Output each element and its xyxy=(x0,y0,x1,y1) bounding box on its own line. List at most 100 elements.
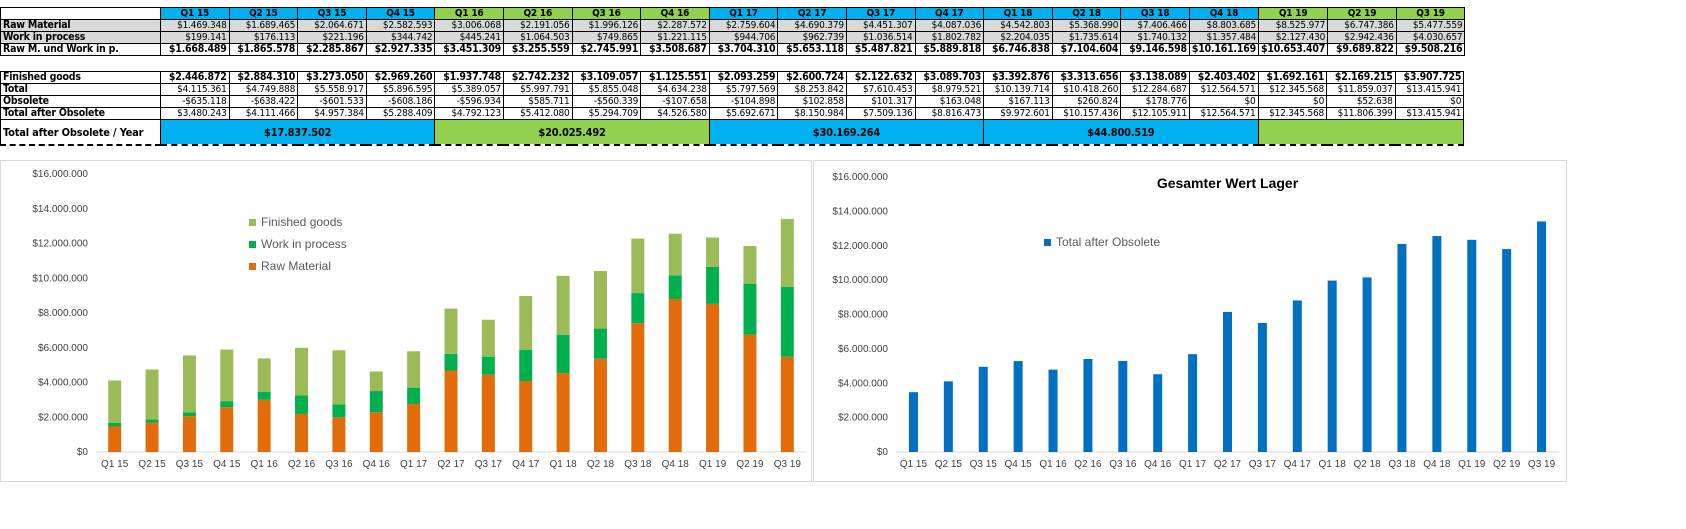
value-cell[interactable]: $176.113 xyxy=(228,31,299,44)
value-cell[interactable]: $6.747.386 xyxy=(1327,19,1397,32)
value-cell[interactable]: $1.740.132 xyxy=(1120,31,1190,44)
value-cell[interactable]: $5.288.409 xyxy=(365,107,436,120)
value-cell[interactable]: $3.089.703 xyxy=(914,71,985,84)
value-cell[interactable]: $163.048 xyxy=(914,95,985,108)
value-cell[interactable]: $9.146.598 xyxy=(1120,43,1190,56)
value-cell[interactable]: $1.357.484 xyxy=(1188,31,1260,44)
value-cell[interactable]: $12.345.568 xyxy=(1257,107,1328,120)
value-cell[interactable]: $1.668.489 xyxy=(160,43,230,56)
value-cell[interactable]: $4.030.657 xyxy=(1395,31,1466,44)
value-cell[interactable]: $4.115.361 xyxy=(160,83,230,96)
value-cell[interactable]: $9.972.601 xyxy=(983,107,1053,120)
value-cell[interactable]: $9.689.822 xyxy=(1327,43,1397,56)
value-cell[interactable]: $260.824 xyxy=(1051,95,1122,108)
value-cell[interactable]: $8.816.473 xyxy=(914,107,985,120)
value-cell[interactable]: $13.415.941 xyxy=(1394,107,1465,120)
value-cell[interactable]: $3.392.876 xyxy=(983,71,1053,84)
value-cell[interactable]: $5.889.818 xyxy=(914,43,985,56)
value-cell[interactable]: $13.415.941 xyxy=(1394,83,1465,96)
row-label[interactable]: Raw Material xyxy=(0,19,161,32)
row-label[interactable]: Work in process xyxy=(0,31,161,44)
value-cell[interactable]: $10.161.169 xyxy=(1188,43,1260,56)
total-chart-panel[interactable]: $0 $2.000.000 $4.000.000 $6.000.000 $8.000.0… xyxy=(813,160,1567,482)
value-cell[interactable]: $1.692.161 xyxy=(1257,71,1328,84)
row-label[interactable]: Obsolete xyxy=(0,95,161,108)
quarter-header[interactable]: Q1 17 xyxy=(708,7,779,20)
value-cell[interactable]: $10.139.714 xyxy=(983,83,1053,96)
value-cell[interactable]: $749.865 xyxy=(571,31,642,44)
value-cell[interactable]: $12.284.687 xyxy=(1120,83,1190,96)
quarter-header[interactable]: Q3 15 xyxy=(297,7,367,20)
quarter-header[interactable]: Q1 16 xyxy=(434,7,504,20)
year-total-cell[interactable]: $44.800.519 xyxy=(983,119,1259,146)
value-cell[interactable]: $4.087.036 xyxy=(914,19,985,32)
value-cell[interactable]: $3.255.559 xyxy=(502,43,573,56)
quarter-header[interactable]: Q2 15 xyxy=(228,7,299,20)
value-cell[interactable]: $4.526.580 xyxy=(640,107,710,120)
quarter-header[interactable]: Q2 19 xyxy=(1327,7,1397,20)
year-total-cell[interactable] xyxy=(1257,119,1465,146)
value-cell[interactable]: $1.689.465 xyxy=(228,19,299,32)
value-cell[interactable]: $9.508.216 xyxy=(1395,43,1466,56)
quarter-header[interactable]: Q1 19 xyxy=(1258,7,1329,20)
value-cell[interactable]: $8.803.685 xyxy=(1188,19,1260,32)
value-cell[interactable]: $1.469.348 xyxy=(160,19,230,32)
value-cell[interactable]: -$601.533 xyxy=(297,95,367,108)
value-cell[interactable]: $4.957.384 xyxy=(297,107,367,120)
value-cell[interactable]: $944.706 xyxy=(708,31,779,44)
value-cell[interactable]: $4.451.307 xyxy=(845,19,916,32)
value-cell[interactable]: $199.141 xyxy=(160,31,230,44)
value-cell[interactable]: $445.241 xyxy=(434,31,504,44)
value-cell[interactable]: $1.937.748 xyxy=(434,71,504,84)
value-cell[interactable]: $4.542.803 xyxy=(983,19,1053,32)
value-cell[interactable]: $2.745.991 xyxy=(571,43,642,56)
value-cell[interactable]: $11.806.399 xyxy=(1326,107,1396,120)
value-cell[interactable]: $5.896.595 xyxy=(365,83,436,96)
value-cell[interactable]: -$638.422 xyxy=(228,95,299,108)
value-cell[interactable]: -$104.898 xyxy=(708,95,779,108)
value-cell[interactable]: $3.313.656 xyxy=(1051,71,1122,84)
quarter-header[interactable]: Q4 17 xyxy=(914,7,985,20)
value-cell[interactable]: $8.525.977 xyxy=(1258,19,1329,32)
value-cell[interactable]: -$608.186 xyxy=(365,95,436,108)
value-cell[interactable]: $4.792.123 xyxy=(434,107,504,120)
value-cell[interactable]: $2.582.593 xyxy=(365,19,436,32)
value-cell[interactable]: $3.138.089 xyxy=(1120,71,1190,84)
value-cell[interactable]: $10.653.407 xyxy=(1258,43,1329,56)
value-cell[interactable]: $7.610.453 xyxy=(845,83,916,96)
value-cell[interactable]: $3.273.050 xyxy=(297,71,367,84)
value-cell[interactable]: $2.759.604 xyxy=(708,19,779,32)
value-cell[interactable]: $8.253.842 xyxy=(777,83,847,96)
value-cell[interactable]: $4.634.238 xyxy=(640,83,710,96)
value-cell[interactable]: $0 xyxy=(1257,95,1328,108)
value-cell[interactable]: $2.446.872 xyxy=(160,71,230,84)
value-cell[interactable]: $52.638 xyxy=(1326,95,1396,108)
quarter-header[interactable]: Q3 16 xyxy=(571,7,642,20)
value-cell[interactable]: $2.191.056 xyxy=(502,19,573,32)
value-cell[interactable]: $178.776 xyxy=(1120,95,1190,108)
value-cell[interactable]: -$560.339 xyxy=(571,95,642,108)
value-cell[interactable]: $2.285.867 xyxy=(297,43,367,56)
quarter-header[interactable]: Q2 17 xyxy=(777,7,847,20)
row-label[interactable]: Total after Obsolete xyxy=(0,107,161,120)
value-cell[interactable]: $1.865.578 xyxy=(228,43,299,56)
value-cell[interactable]: -$107.658 xyxy=(640,95,710,108)
year-total-cell[interactable]: $17.837.502 xyxy=(159,119,436,146)
row-label[interactable]: Finished goods xyxy=(0,71,161,84)
quarter-header[interactable]: Q1 15 xyxy=(160,7,230,20)
value-cell[interactable]: $1.064.503 xyxy=(502,31,573,44)
value-cell[interactable]: $4.749.888 xyxy=(228,83,299,96)
quarter-header[interactable]: Q1 18 xyxy=(983,7,1053,20)
value-cell[interactable]: $5.692.671 xyxy=(708,107,779,120)
value-cell[interactable]: $5.477.559 xyxy=(1395,19,1466,32)
value-cell[interactable]: $2.942.436 xyxy=(1327,31,1397,44)
value-cell[interactable]: $5.797.569 xyxy=(708,83,779,96)
quarter-header[interactable]: Q4 18 xyxy=(1188,7,1260,20)
quarter-header[interactable]: Q2 18 xyxy=(1051,7,1122,20)
value-cell[interactable]: $5.389.057 xyxy=(434,83,504,96)
value-cell[interactable]: $5.368.990 xyxy=(1051,19,1122,32)
value-cell[interactable]: $2.600.724 xyxy=(777,71,847,84)
quarter-header[interactable]: Q3 18 xyxy=(1120,7,1190,20)
value-cell[interactable]: $101.317 xyxy=(845,95,916,108)
value-cell[interactable]: $2.287.572 xyxy=(640,19,710,32)
